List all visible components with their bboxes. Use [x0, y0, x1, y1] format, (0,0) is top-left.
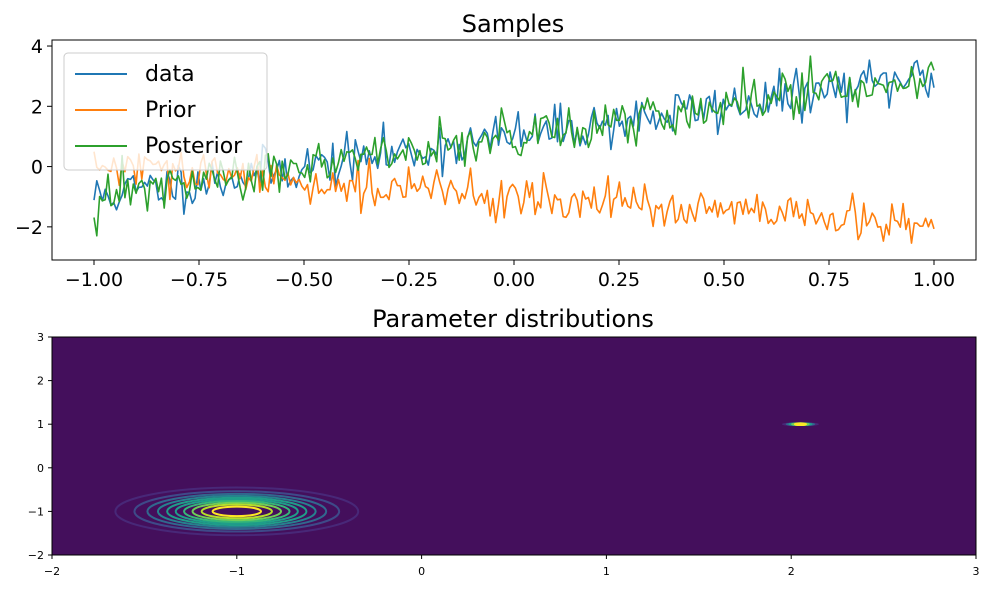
- series-line-data: [93, 59, 935, 215]
- parameter-x-tick-label: 1: [603, 565, 610, 578]
- contour-prior: [146, 492, 328, 530]
- samples-x-tick-label: 1.00: [913, 269, 955, 291]
- legend-entry-prior: Prior: [75, 98, 196, 123]
- parameter-y-tick-label: 3: [37, 331, 44, 344]
- samples-y-tick-label: 4: [31, 36, 43, 58]
- parameter-x-axis: −2 −1 0 1 2 3: [44, 555, 980, 578]
- samples-x-axis: −1.00 −0.75 −0.50 −0.25 0.00 0.25 0.50 0.75 1.00: [65, 260, 955, 291]
- samples-y-tick-label: −2: [15, 217, 43, 239]
- parameter-chart: Parameter distributions −2 −1 0 1 2 3 −2 −1 0 1 2…: [28, 305, 980, 578]
- samples-x-tick-label: 0.50: [703, 269, 745, 291]
- contour-prior: [183, 500, 291, 523]
- contour-prior: [114, 486, 360, 537]
- samples-x-tick-label: −1.00: [65, 269, 123, 291]
- samples-x-tick-label: 0.75: [808, 269, 850, 291]
- samples-plot-frame: [51, 39, 977, 261]
- legend-box: [63, 52, 268, 171]
- samples-title: Samples: [462, 10, 565, 38]
- parameter-title: Parameter distributions: [372, 305, 654, 333]
- parameter-x-tick-label: 2: [788, 565, 795, 578]
- contour-prior: [191, 501, 283, 522]
- parameter-x-tick-label: 0: [418, 565, 425, 578]
- parameter-y-tick-label: −2: [28, 549, 44, 562]
- series-line-prior: [93, 151, 935, 244]
- parameter-x-tick-label: −2: [44, 565, 60, 578]
- contour-posterior: [793, 422, 808, 427]
- legend-entry-posterior: Posterior: [75, 134, 243, 159]
- contour-prior: [200, 503, 273, 520]
- parameter-y-tick-label: 1: [37, 418, 44, 431]
- parameter-y-tick-label: 2: [37, 375, 44, 388]
- heatmap-contours: [114, 422, 819, 537]
- samples-x-tick-label: 0.25: [598, 269, 640, 291]
- samples-x-tick-label: −0.25: [380, 269, 438, 291]
- contour-prior: [166, 496, 308, 527]
- parameter-y-tick-label: 0: [37, 462, 44, 475]
- heatmap-frame: [51, 336, 977, 556]
- legend-label-posterior: Posterior: [145, 134, 243, 159]
- samples-chart: Samples −1.00 −0.75 −0.50 −0.25 0.00 0.25 0.50…: [15, 10, 977, 291]
- legend-label-data: data: [145, 62, 195, 87]
- samples-x-tick-label: −0.50: [275, 269, 333, 291]
- legend-label-prior: Prior: [145, 98, 196, 123]
- samples-x-tick-label: −0.75: [170, 269, 228, 291]
- parameter-x-tick-label: −1: [229, 565, 245, 578]
- parameter-x-tick-label: 3: [973, 565, 980, 578]
- samples-x-tick-label: 0.00: [493, 269, 535, 291]
- samples-legend: data Prior Posterior: [63, 52, 268, 171]
- parameter-y-tick-label: −1: [28, 505, 44, 518]
- contour-prior: [211, 505, 263, 518]
- samples-y-tick-label: 2: [31, 96, 43, 118]
- contour-prior: [156, 494, 317, 528]
- legend-entry-data: data: [75, 62, 195, 87]
- contour-prior: [174, 498, 299, 525]
- parameter-y-axis: −2 −1 0 1 2 3: [28, 331, 52, 562]
- heatmap-background: [52, 337, 976, 555]
- samples-y-axis: −2 0 2 4: [15, 36, 52, 239]
- contour-prior: [133, 490, 341, 533]
- samples-y-tick-label: 0: [31, 157, 43, 179]
